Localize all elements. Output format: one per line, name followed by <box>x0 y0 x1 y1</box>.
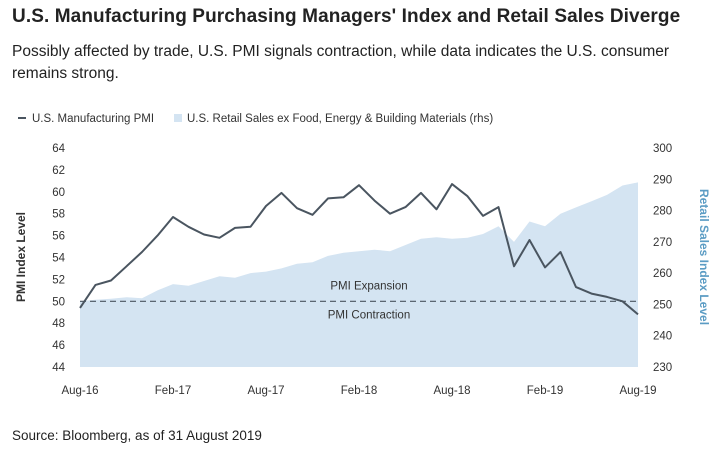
right-tick-label: 260 <box>653 268 672 280</box>
left-axis: 44 46 48 50 52 54 56 58 60 62 64 <box>52 143 65 374</box>
left-tick-label: 60 <box>52 187 65 199</box>
source-note: Source: Bloomberg, as of 31 August 2019 <box>12 428 262 443</box>
pmi-expansion-label: PMI Expansion <box>330 280 407 292</box>
retail-sales-area <box>80 182 638 367</box>
x-axis: Aug-16 Feb-17 Aug-17 Feb-18 Aug-18 Feb-19 Aug-… <box>61 385 656 397</box>
right-axis: 230 240 250 260 270 280 290 300 <box>653 143 672 374</box>
right-tick-label: 250 <box>653 299 672 311</box>
right-tick-label: 300 <box>653 143 672 155</box>
left-tick-label: 58 <box>52 209 65 221</box>
left-tick-label: 44 <box>52 362 65 374</box>
left-tick-label: 62 <box>52 165 65 177</box>
legend-pmi-label: U.S. Manufacturing PMI <box>32 113 154 125</box>
right-tick-label: 280 <box>653 206 672 218</box>
left-tick-label: 50 <box>52 296 65 308</box>
legend: U.S. Manufacturing PMI U.S. Retail Sales… <box>18 113 493 125</box>
legend-retail-label: U.S. Retail Sales ex Food, Energy & Buil… <box>187 113 493 125</box>
x-tick-label: Feb-17 <box>155 385 191 397</box>
right-tick-label: 230 <box>653 362 672 374</box>
x-tick-label: Aug-17 <box>247 385 284 397</box>
x-tick-label: Feb-18 <box>341 385 377 397</box>
right-tick-label: 240 <box>653 331 672 343</box>
left-tick-label: 48 <box>52 318 65 330</box>
pmi-line <box>79 183 639 316</box>
right-axis-label: Retail Sales Index Level <box>697 189 711 325</box>
left-tick-label: 54 <box>52 253 65 265</box>
left-axis-label: PMI Index Level <box>14 212 28 302</box>
left-tick-label: 64 <box>52 143 65 155</box>
x-tick-label: Aug-19 <box>619 385 656 397</box>
right-tick-label: 270 <box>653 237 672 249</box>
x-tick-label: Feb-19 <box>527 385 563 397</box>
chart-subtitle: Possibly affected by trade, U.S. PMI sig… <box>12 43 670 82</box>
pmi-retail-chart: U.S. Manufacturing PMI U.S. Retail Sales… <box>14 113 711 397</box>
legend-retail-marker <box>174 114 182 122</box>
left-tick-label: 46 <box>52 340 65 352</box>
left-tick-label: 56 <box>52 231 65 243</box>
x-tick-label: Aug-16 <box>61 385 98 397</box>
pmi-contraction-label: PMI Contraction <box>328 309 410 321</box>
right-tick-label: 290 <box>653 174 672 186</box>
chart-title: U.S. Manufacturing Purchasing Managers' … <box>12 6 681 27</box>
x-tick-label: Aug-18 <box>433 385 470 397</box>
left-tick-label: 52 <box>52 274 65 286</box>
